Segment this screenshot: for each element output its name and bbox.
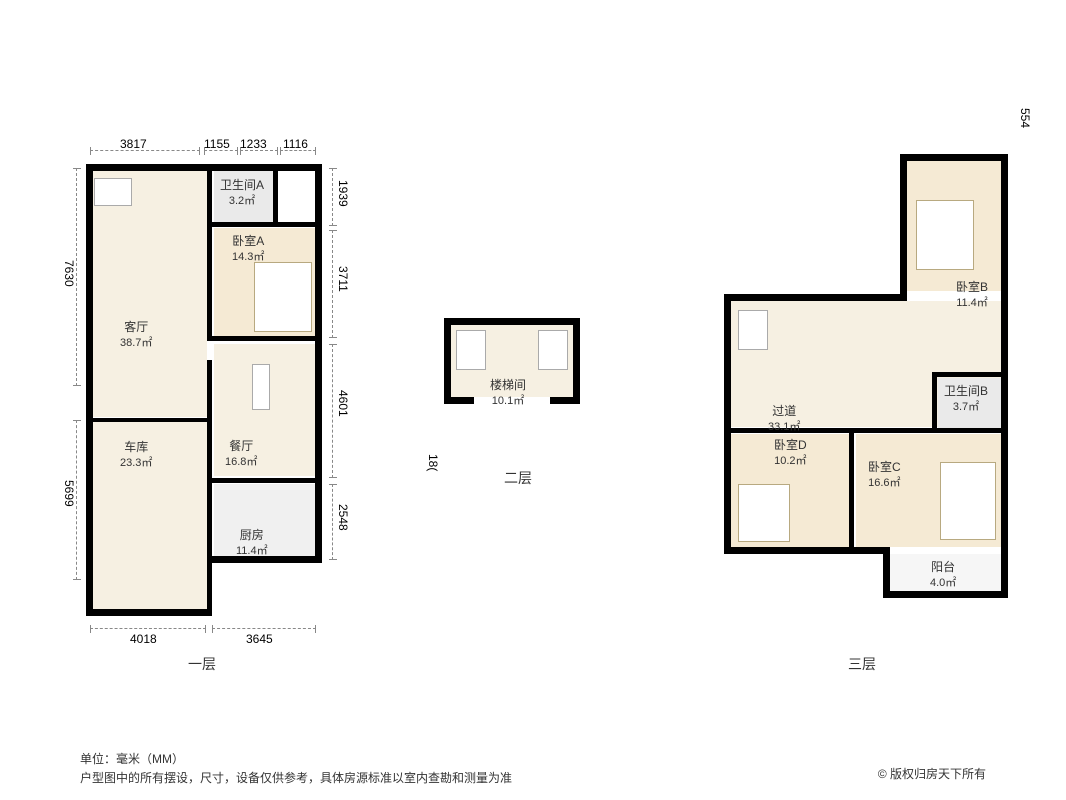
dim-top-1: 3817 [120, 137, 147, 151]
dim-top-4: 1116 [283, 137, 308, 151]
bedroom-b-label: 卧室B11.4㎡ [956, 280, 988, 310]
dim-right-3: 4601 [336, 390, 350, 417]
stairwell-label: 楼梯间10.1㎡ [490, 378, 526, 408]
floor2-title: 二层 [504, 468, 532, 488]
dim-right-2: 3711 [336, 266, 350, 292]
floorplan-canvas: 客厅38.7㎡ 车库23.3㎡ 卧室A14.3㎡ 卫生间A3.2㎡ 餐厅16.8… [0, 0, 1066, 800]
bedroom-d-label: 卧室D10.2㎡ [774, 438, 807, 468]
bedroom-a-label: 卧室A14.3㎡ [232, 234, 264, 264]
dim-right-1: 1939 [336, 180, 350, 207]
garage-label: 车库23.3㎡ [120, 440, 152, 470]
dim-f2-left: 18( [426, 454, 440, 471]
living-room [93, 171, 207, 417]
dim-bottom-2: 3645 [246, 632, 273, 646]
kitchen-label: 厨房11.4㎡ [236, 528, 268, 558]
bed-icon [916, 200, 974, 270]
bed-icon [940, 462, 996, 540]
bedroom-c-label: 卧室C16.6㎡ [868, 460, 901, 490]
dim-top-3: 1233 [240, 137, 267, 151]
dining-label: 餐厅16.8㎡ [225, 439, 257, 469]
floor3-title: 三层 [848, 654, 876, 674]
stairs-icon [94, 178, 132, 206]
copyright: © 版权归房天下所有 [878, 765, 986, 782]
bed-icon [254, 262, 312, 332]
dim-top-2: 1155 [204, 137, 230, 151]
balcony-label: 阳台4.0㎡ [930, 560, 956, 590]
stairs-icon [456, 330, 486, 370]
floor1-title: 一层 [188, 654, 216, 674]
disclaimer-text: 户型图中的所有摆设，尺寸，设备仅供参考，具体房源标准以室内查勘和测量为准 [80, 769, 512, 788]
dim-bottom-1: 4018 [130, 632, 157, 646]
table-icon [252, 364, 270, 410]
dim-right-4: 2548 [336, 504, 350, 531]
footer: 单位：毫米（MM） 户型图中的所有摆设，尺寸，设备仅供参考，具体房源标准以室内查… [80, 750, 512, 788]
unit-text: 单位：毫米（MM） [80, 750, 512, 769]
dim-left-1: 7630 [62, 260, 76, 287]
living-label: 客厅38.7㎡ [120, 320, 152, 350]
bathroom-a-label: 卫生间A3.2㎡ [220, 178, 264, 208]
hallway-label: 过道33.1㎡ [768, 404, 800, 434]
dim-f3-right: 554 [1018, 108, 1032, 128]
bathroom-b-label: 卫生间B3.7㎡ [944, 384, 988, 414]
stairs-icon [538, 330, 568, 370]
stairs-icon [738, 310, 768, 350]
dim-left-2: 5699 [62, 480, 76, 507]
bed-icon [738, 484, 790, 542]
